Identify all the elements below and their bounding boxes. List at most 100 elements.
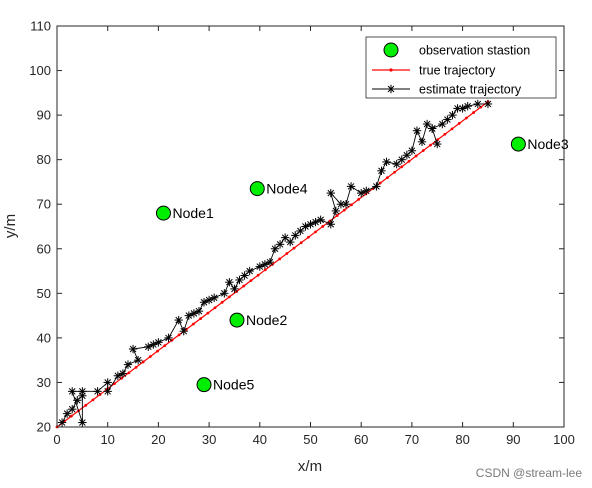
- estimate-trajectory-point: [331, 206, 341, 216]
- true-trajectory-point: [120, 376, 124, 380]
- star-stroke: [104, 379, 112, 386]
- legend-marker-station: [383, 42, 399, 58]
- true-trajectory-point: [177, 333, 181, 337]
- true-trajectory-point: [285, 252, 289, 255]
- node-label: Node1: [172, 205, 213, 221]
- axis-ticks: 0 10 20 30 40 50 60 70 80 90 100 20 30 40 50 60 70 80 90 10…: [29, 19, 575, 448]
- node-label: Node2: [246, 312, 287, 328]
- legend-label: estimate trajectory: [419, 83, 522, 97]
- star-stroke: [449, 111, 456, 119]
- star-stroke: [79, 388, 86, 395]
- x-tick-label: 60: [354, 432, 368, 447]
- true-trajectory-point: [335, 214, 339, 217]
- estimate-trajectory-point: [341, 200, 351, 209]
- star-stroke: [362, 187, 370, 195]
- estimate-trajectory-point: [265, 257, 275, 267]
- true-trajectory-point: [278, 257, 282, 261]
- star-stroke: [266, 258, 274, 266]
- star-stroke: [454, 105, 461, 112]
- true-trajectory-point: [127, 371, 131, 375]
- star-stroke: [373, 183, 380, 190]
- y-tick-label: 100: [29, 63, 51, 78]
- estimate-trajectory-point: [372, 182, 381, 191]
- true-trajectory-point: [113, 382, 116, 386]
- y-tick-label: 20: [37, 420, 51, 435]
- estimate-trajectory-point: [93, 387, 102, 396]
- true-trajectory-point: [306, 235, 310, 239]
- star-stroke: [383, 158, 390, 166]
- true-trajectory-point: [242, 284, 246, 288]
- star-stroke: [408, 147, 416, 155]
- star-stroke: [347, 183, 355, 190]
- true-trajectory-point: [192, 322, 195, 326]
- true-trajectory-point: [199, 317, 203, 320]
- estimate-trajectory-point: [412, 126, 422, 135]
- star-stroke: [180, 327, 188, 335]
- estimate-trajectory-point: [78, 418, 87, 427]
- true-trajectory-point: [421, 149, 425, 152]
- estimate-trajectory-point: [286, 237, 295, 247]
- estimate-trajectory-point: [149, 340, 158, 349]
- star-stroke: [428, 125, 436, 132]
- star-stroke: [155, 339, 162, 346]
- star-stroke: [226, 278, 233, 286]
- estimate-trajectory-point: [179, 327, 188, 336]
- star-stroke: [286, 238, 294, 246]
- true-trajectory-point: [342, 208, 346, 212]
- star-stroke: [231, 285, 238, 293]
- y-tick-label: 40: [37, 330, 51, 345]
- true-trajectory-point: [393, 170, 396, 174]
- y-tick-label: 110: [30, 19, 51, 34]
- star-stroke: [418, 138, 426, 146]
- estimate-trajectory-point: [133, 355, 143, 365]
- star-stroke: [124, 361, 132, 368]
- star-stroke: [94, 388, 101, 395]
- star-stroke: [195, 307, 203, 315]
- x-tick-label: 100: [553, 432, 575, 447]
- node-marker: [510, 136, 526, 152]
- estimate-trajectory-point: [103, 378, 112, 387]
- estimate-trajectory-point: [448, 110, 457, 120]
- true-trajectory-point: [156, 349, 159, 353]
- estimate-trajectory-point: [336, 200, 346, 209]
- true-trajectory-point: [357, 197, 361, 201]
- true-trajectory-point: [249, 279, 253, 283]
- true-trajectory-point: [206, 311, 210, 315]
- estimate-trajectory-point: [463, 102, 472, 111]
- star-stroke: [119, 370, 127, 377]
- star-stroke: [276, 240, 284, 248]
- estimate-trajectory-point: [123, 360, 133, 369]
- star-stroke: [337, 200, 345, 208]
- estimate-trajectory-point: [164, 333, 173, 343]
- star-stroke: [210, 294, 218, 302]
- x-tick-label: 50: [303, 432, 317, 447]
- estimate-trajectory-point: [209, 293, 219, 302]
- star-stroke: [58, 419, 66, 426]
- star-stroke: [220, 290, 228, 297]
- true-trajectory-point: [385, 176, 389, 180]
- estimate-trajectory-point: [220, 289, 229, 298]
- x-tick-label: 80: [455, 432, 469, 447]
- estimate-trajectory-point: [417, 137, 427, 147]
- estimate-trajectory-point: [174, 315, 183, 325]
- star-stroke: [68, 388, 76, 395]
- node-marker: [155, 205, 171, 221]
- true-trajectory-point: [69, 414, 73, 418]
- true-trajectory-point: [84, 403, 88, 407]
- estimate-trajectory-point: [326, 220, 335, 229]
- true-trajectory-point: [472, 111, 475, 114]
- star-stroke: [281, 234, 289, 241]
- star-stroke: [104, 388, 112, 395]
- true-trajectory-point: [141, 360, 145, 364]
- legend-star-estimate: [386, 84, 396, 94]
- y-axis-label: y/m: [2, 214, 19, 238]
- observation-nodes: Node1 Node2 Node3 Node4 Node5: [155, 136, 569, 393]
- legend-label: observation stastion: [419, 44, 530, 58]
- estimate-trajectory-point: [326, 188, 335, 198]
- true-trajectory-point: [220, 300, 224, 304]
- star-stroke: [246, 267, 253, 275]
- estimate-trajectory-point: [275, 240, 285, 249]
- estimate-trajectory-point: [382, 157, 391, 167]
- y-tick-label: 70: [37, 197, 51, 212]
